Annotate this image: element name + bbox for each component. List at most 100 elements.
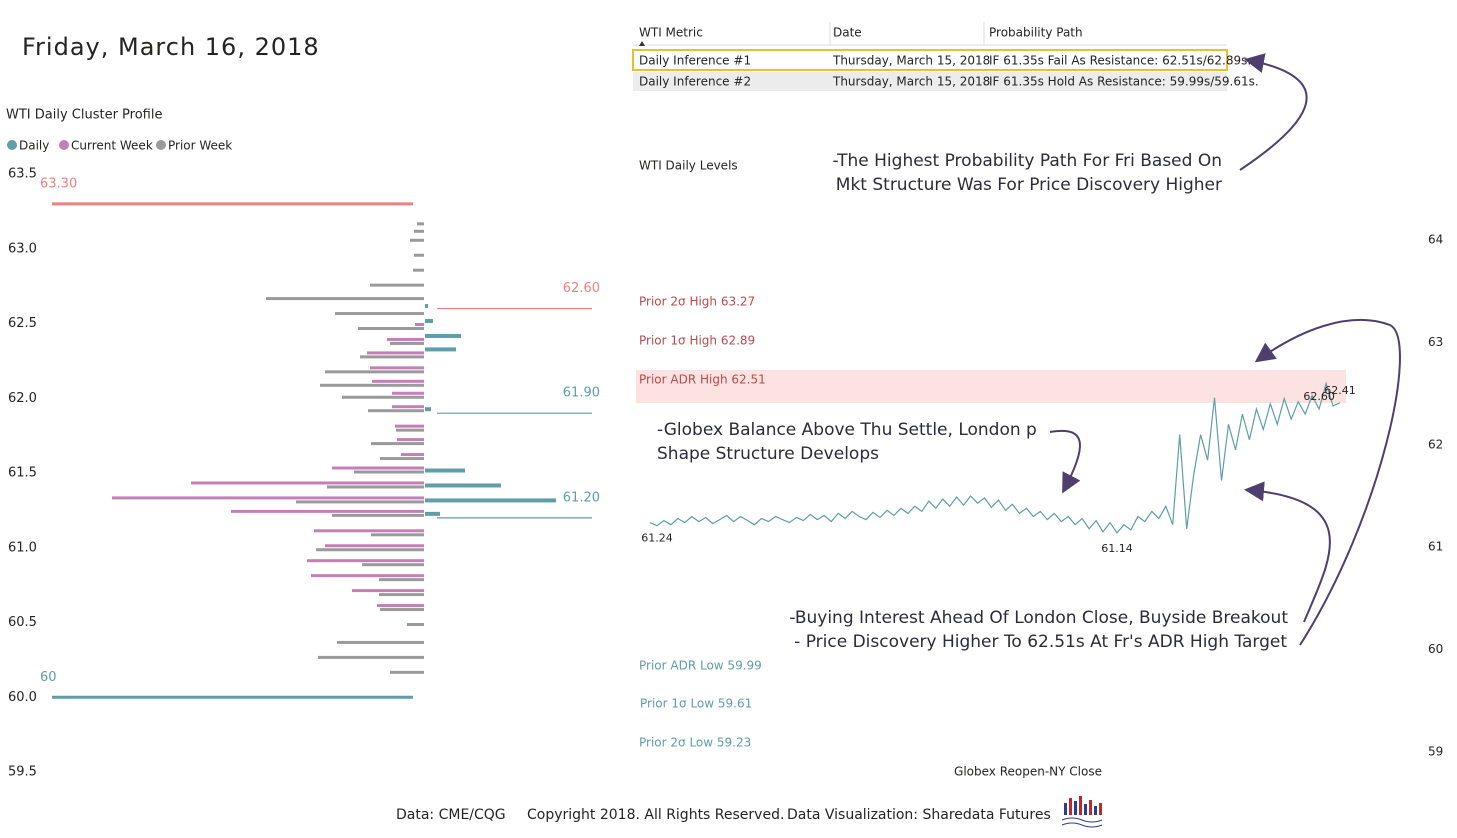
reference-label: 63.30 [40,176,77,191]
profile-bar [360,355,424,359]
profile-bar [425,304,428,309]
profile-bar [368,409,424,413]
arrows [1049,53,1401,646]
profile-bar [354,470,424,474]
table-cell: IF 61.35s Hold As Resistance: 59.99s/59.… [989,75,1259,89]
legend-label: Prior Week [168,139,232,153]
sort-icon [639,41,645,46]
footer-text: Data Visualization: Sharedata Futures [787,807,1051,823]
profile-bar [425,319,433,324]
annotation: - Price Discovery Higher To 62.51s At Fr… [794,632,1287,652]
profile-bar [392,391,424,395]
table-cell: Thursday, March 15, 2018 [832,54,990,68]
profile-bar [425,347,456,352]
logo [1061,796,1103,828]
adr-band [636,370,1346,403]
profile-bar [377,604,424,608]
profile-bar [372,379,424,383]
y-tick-label: 63 [1428,335,1443,349]
profile-bar [425,468,465,473]
profile-bar [335,312,424,316]
profile-bar [318,655,424,659]
profile-bar [425,407,431,412]
legend-label: Current Week [71,139,153,153]
profile-bar [112,496,424,500]
price-line [649,381,1341,534]
data-label: 62.41 [1324,384,1356,397]
profile-bar [325,544,424,548]
profile-bar [425,483,501,488]
profile-bar [425,498,556,503]
profile-bar [362,563,424,567]
y-tick-label: 62.5 [8,316,37,331]
profile-bar [352,589,424,593]
y-tick-label: 59 [1428,745,1443,759]
x-axis-label: Globex Reopen-NY Close [954,765,1102,779]
profile-bar [371,442,424,446]
y-tick-label: 63.0 [8,241,37,256]
profile-bar [407,623,424,626]
footer-text: Copyright 2018. All Rights Reserved. [527,807,784,823]
table-cell: Daily Inference #1 [639,54,751,68]
profile-bar [414,253,424,257]
reference-label: 62.60 [563,281,600,296]
profile-bar [327,485,424,489]
y-tick-label: 62.0 [8,391,37,406]
profile-bar [320,383,424,387]
profile-bar [401,453,424,457]
annotation: -Globex Balance Above Thu Settle, London… [657,420,1037,440]
y-tick-label: 61.0 [8,540,37,555]
column-header: Date [833,26,862,40]
level-label: Prior ADR High 62.51 [639,373,766,387]
profile-bar [231,509,424,513]
table-cell: IF 61.35s Fail As Resistance: 62.51s/62.… [989,54,1251,68]
annotation: Mkt Structure Was For Price Discovery Hi… [836,175,1222,195]
row-highlight [632,49,1228,71]
profile-bar [380,608,424,612]
profile-bar [414,229,424,233]
legend-dot [59,140,69,150]
table-cell: Daily Inference #2 [639,75,751,89]
legend-dot [156,140,166,150]
y-tick-label: 60.5 [8,615,37,630]
y-tick-label: 61 [1428,540,1443,554]
profile-bar [296,500,424,504]
profile-bar [191,481,424,485]
profile-bar [337,640,424,644]
profile-bar [417,222,424,226]
level-label: Prior 1σ High 62.89 [639,334,755,348]
legend-label: Daily [19,139,49,153]
profile-bar [390,670,424,674]
profile-bar [379,578,424,582]
chart-title: WTI Daily Levels [639,159,738,173]
data-label: 61.24 [641,532,673,545]
profile-bar [396,428,424,432]
profile-bar [425,333,461,338]
y-tick-label: 59.5 [8,765,37,780]
profile-bar [410,238,424,242]
profile-bar [325,370,424,374]
profile-bar [367,351,424,355]
profile-bar [314,529,424,533]
profile-bar [332,466,424,470]
data-label: 62.60 [1303,390,1335,403]
level-label: Prior ADR Low 59.99 [639,659,762,673]
column-header: WTI Metric [639,26,703,40]
y-tick-label: 63.5 [8,167,37,182]
profile-bar [387,337,424,341]
level-label: Prior 1σ Low 59.61 [640,697,752,711]
profile-bar [316,548,424,552]
profile-bar [371,533,424,537]
profile-bar [266,297,424,301]
profile-bar [397,438,424,442]
profile-bar [307,559,424,563]
profile-bar [425,511,440,516]
annotation: -Buying Interest Ahead Of London Close, … [789,608,1288,628]
profile-bar [370,366,424,370]
y-tick-label: 62 [1428,437,1443,451]
profile-bar [379,593,424,597]
y-tick-label: 60.0 [8,690,37,705]
reference-label: 60 [40,670,57,685]
y-tick-label: 61.5 [8,466,37,481]
